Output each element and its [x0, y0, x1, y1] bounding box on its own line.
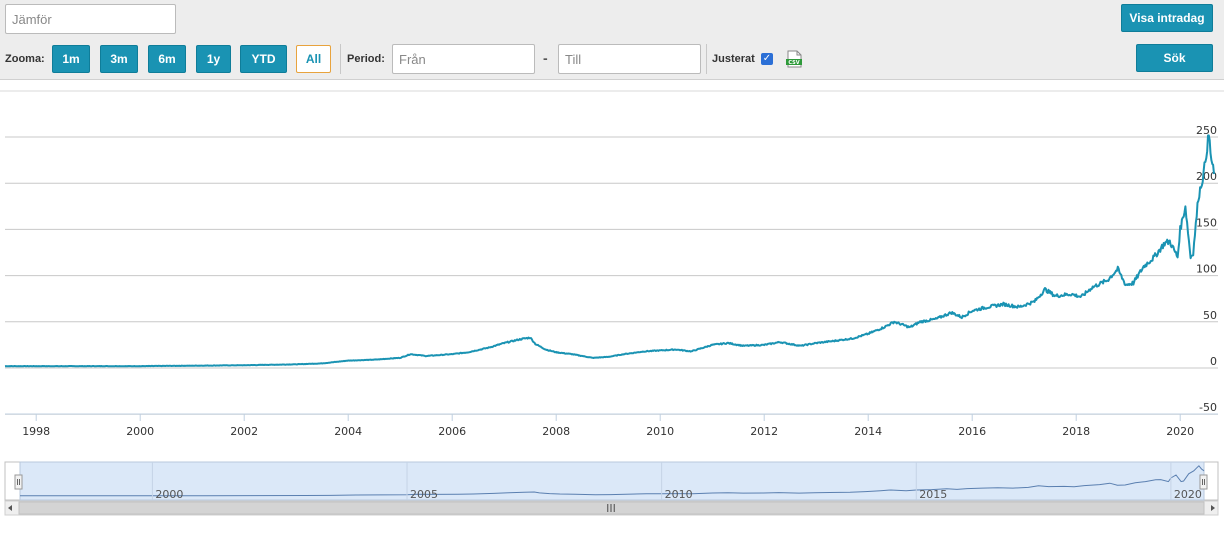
toolbar-divider — [340, 44, 341, 74]
navigator-label: 2010 — [665, 488, 693, 501]
navigator-series-line — [20, 465, 1205, 497]
zoom-3m-button[interactable]: 3m — [100, 45, 138, 73]
toolbar-divider — [706, 44, 707, 74]
scrollbar[interactable]: III — [4, 500, 1219, 516]
x-tick-label: 2008 — [542, 425, 570, 438]
x-axis: 1998 2000 2002 2004 2006 2008 2010 2012 2014 2016… — [22, 414, 1194, 438]
navigator[interactable]: 2000 2005 2010 2015 2020 — [4, 461, 1219, 501]
navigator-label: 2000 — [155, 488, 183, 501]
y-tick-label: 50 — [1203, 309, 1217, 322]
y-axis: 250 200 150 100 50 0 -50 — [1196, 124, 1217, 414]
x-tick-label: 2014 — [854, 425, 882, 438]
zoom-1m-button[interactable]: 1m — [52, 45, 90, 73]
x-tick-label: 2002 — [230, 425, 258, 438]
x-tick-label: 2010 — [646, 425, 674, 438]
scrollbar-thumb[interactable] — [18, 501, 1205, 515]
scrollbar-grip: III — [606, 502, 616, 515]
navigator-label: 2020 — [1174, 488, 1202, 501]
compare-input[interactable] — [5, 4, 176, 34]
x-tick-label: 2012 — [750, 425, 778, 438]
y-tick-label: -50 — [1199, 401, 1217, 414]
toolbar: Visa intradag Zooma: 1m 3m 6m 1y YTD All… — [0, 0, 1224, 80]
period-label: Period: — [347, 53, 385, 65]
navigator-labels: 2000 2005 2010 2015 2020 — [151, 462, 1202, 501]
navigator-selection[interactable] — [19, 461, 1205, 501]
x-tick-label: 2016 — [958, 425, 986, 438]
x-tick-label: 2020 — [1166, 425, 1194, 438]
navigator-label: 2005 — [410, 488, 438, 501]
price-series-line — [4, 134, 1215, 368]
zoom-ytd-button[interactable]: YTD — [240, 45, 287, 73]
x-tick-label: 2006 — [438, 425, 466, 438]
csv-file-icon[interactable]: CSV — [786, 50, 802, 68]
y-tick-label: 0 — [1210, 355, 1217, 368]
y-tick-label: 100 — [1196, 263, 1217, 276]
x-tick-label: 2004 — [334, 425, 362, 438]
zoom-6m-button[interactable]: 6m — [148, 45, 186, 73]
navigator-left-handle[interactable] — [14, 474, 23, 490]
y-tick-label: 250 — [1196, 124, 1217, 137]
y-tick-label: 150 — [1196, 216, 1217, 229]
search-button[interactable]: Sök — [1136, 44, 1213, 72]
y-tick-label: 200 — [1196, 170, 1217, 183]
scroll-right-arrow-icon[interactable] — [1211, 505, 1215, 511]
price-chart[interactable]: 250 200 150 100 50 0 -50 1998 2000 2002 2004 2006 2… — [0, 81, 1224, 534]
zoom-label: Zooma: — [5, 53, 45, 65]
navigator-label: 2015 — [919, 488, 947, 501]
scroll-left-arrow-icon[interactable] — [8, 505, 12, 511]
zoom-all-button[interactable]: All — [296, 45, 331, 73]
period-to-input[interactable] — [558, 44, 701, 74]
x-tick-label: 2018 — [1062, 425, 1090, 438]
period-separator: - — [543, 50, 548, 66]
adjusted-checkbox[interactable]: ✓ — [761, 53, 773, 65]
zoom-1y-button[interactable]: 1y — [196, 45, 231, 73]
x-tick-label: 1998 — [22, 425, 50, 438]
intraday-button[interactable]: Visa intradag — [1121, 4, 1213, 32]
svg-text:CSV: CSV — [788, 60, 799, 66]
adjusted-label: Justerat — [712, 53, 755, 65]
x-tick-label: 2000 — [126, 425, 154, 438]
period-from-input[interactable] — [392, 44, 535, 74]
chart-grid — [0, 90, 1224, 415]
navigator-right-handle[interactable] — [1199, 474, 1208, 490]
